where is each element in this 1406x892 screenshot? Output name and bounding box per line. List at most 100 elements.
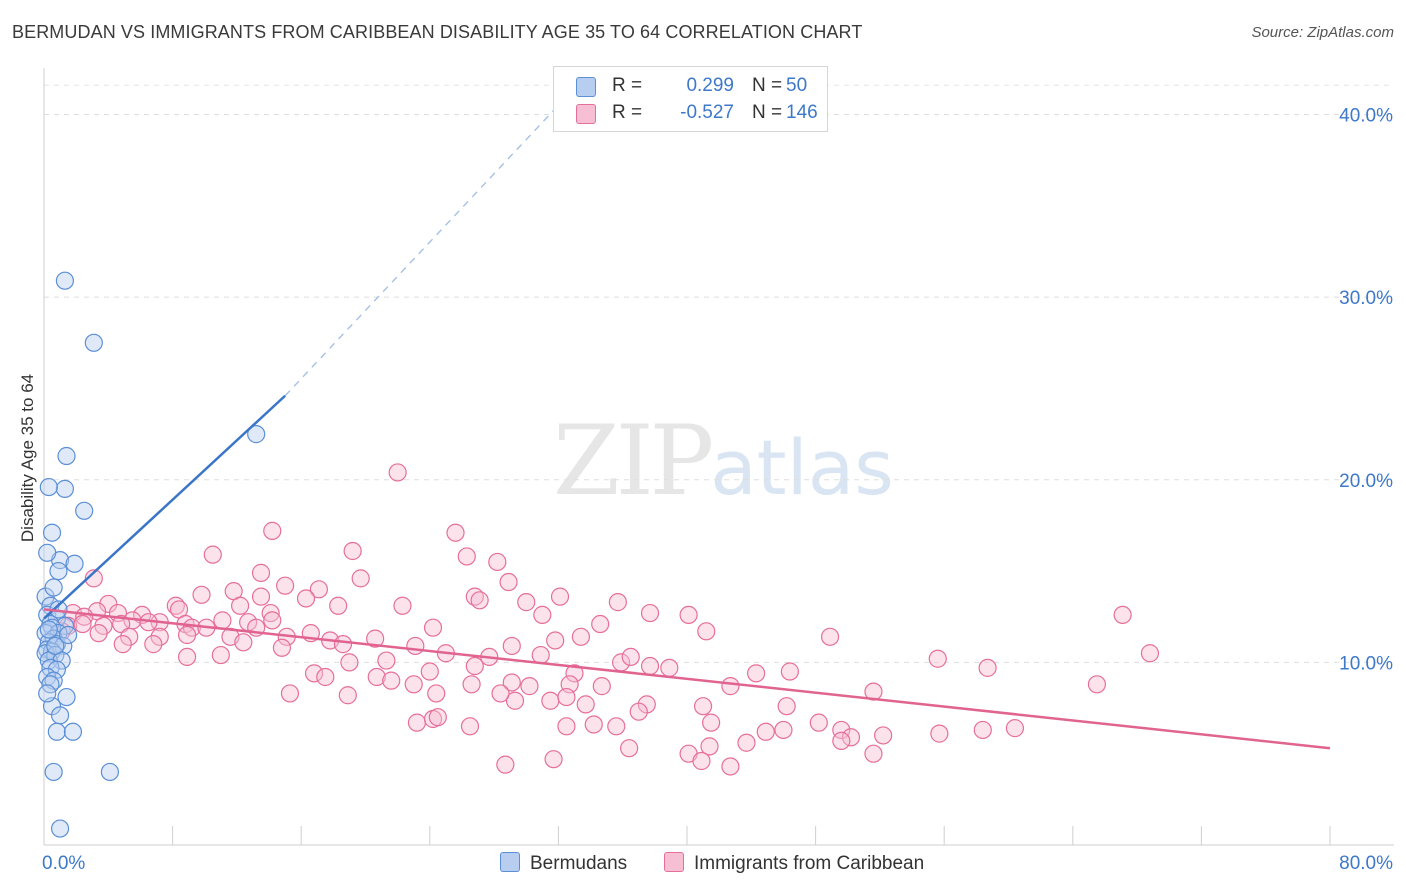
caribbean-point xyxy=(777,697,796,716)
caribbean-point xyxy=(84,569,103,588)
caribbean-point xyxy=(820,627,840,646)
caribbean-point xyxy=(517,593,536,612)
caribbean-point xyxy=(340,653,359,672)
caribbean-point xyxy=(592,677,611,696)
bermudan-point xyxy=(39,477,58,497)
caribbean-point xyxy=(251,563,271,582)
bermudan-point xyxy=(55,479,74,498)
caribbean-point xyxy=(366,629,385,648)
caribbean-point xyxy=(272,638,292,657)
bermudan-point xyxy=(38,684,57,703)
caribbean-point xyxy=(591,614,610,634)
caribbean-point xyxy=(692,751,711,771)
source-label: Source: ZipAtlas.com xyxy=(1251,24,1394,41)
caribbean-point xyxy=(1087,675,1107,694)
bermudan-point xyxy=(38,543,57,562)
caribbean-point xyxy=(211,645,230,665)
watermark-zip: ZIP xyxy=(553,405,714,517)
caribbean-point xyxy=(928,649,947,668)
caribbean-point xyxy=(721,677,740,696)
caribbean-point xyxy=(203,545,222,564)
caribbean-point xyxy=(343,541,362,561)
bermudan-point xyxy=(75,501,94,520)
caribbean-point xyxy=(607,717,626,736)
caribbean-point xyxy=(702,713,721,732)
caribbean-point xyxy=(544,750,563,769)
caribbean-point xyxy=(747,664,766,683)
caribbean-point xyxy=(457,547,476,566)
caribbean-point xyxy=(263,611,282,630)
legend-n-value: 50 xyxy=(786,75,808,96)
caribbean-point xyxy=(576,695,595,714)
caribbean-point xyxy=(1140,644,1160,663)
x-tick-label: 0.0% xyxy=(42,853,85,874)
caribbean-point xyxy=(420,662,439,681)
caribbean-point xyxy=(213,611,232,630)
caribbean-trend-line xyxy=(43,608,1331,750)
bermudan-trend-line xyxy=(43,394,286,620)
caribbean-point xyxy=(423,618,443,637)
caribbean-point xyxy=(700,737,719,756)
caribbean-point xyxy=(446,523,465,542)
caribbean-point xyxy=(505,691,525,710)
bottom-legend-swatch-bermudans xyxy=(500,852,520,872)
caribbean-point xyxy=(112,614,131,634)
caribbean-point xyxy=(841,728,861,747)
caribbean-point xyxy=(329,596,348,615)
caribbean-point xyxy=(73,614,92,634)
y-tick-label: 10.0% xyxy=(1339,653,1393,674)
legend-swatch-bermudans xyxy=(576,77,596,97)
caribbean-point xyxy=(1005,719,1025,738)
caribbean-point xyxy=(496,755,515,774)
caribbean-point xyxy=(640,656,660,676)
legend-n-value: 146 xyxy=(786,102,818,123)
watermark: ZIPatlas xyxy=(553,405,894,517)
caribbean-point xyxy=(780,662,799,681)
caribbean-point xyxy=(621,647,640,667)
legend-r-value: -0.527 xyxy=(680,102,734,123)
watermark-atlas: atlas xyxy=(710,423,894,512)
y-tick-label: 20.0% xyxy=(1339,471,1393,492)
caribbean-point xyxy=(333,635,353,654)
bermudan-point xyxy=(44,578,63,597)
caribbean-point xyxy=(499,572,518,592)
caribbean-point xyxy=(608,593,627,612)
caribbean-point xyxy=(541,691,560,710)
caribbean-point xyxy=(584,715,603,734)
caribbean-point xyxy=(276,576,295,595)
caribbean-point xyxy=(427,684,446,703)
caribbean-point xyxy=(774,720,793,740)
caribbean-point xyxy=(557,717,576,736)
caribbean-point xyxy=(809,713,828,732)
legend-n-label: N = xyxy=(752,102,783,123)
caribbean-point xyxy=(261,603,280,623)
caribbean-point xyxy=(488,552,507,572)
caribbean-point xyxy=(280,684,300,703)
caribbean-point xyxy=(874,726,893,745)
caribbean-point xyxy=(465,656,484,676)
caribbean-point xyxy=(404,675,423,694)
legend-n-label: N = xyxy=(752,75,783,96)
bermudan-point xyxy=(49,561,68,581)
caribbean-point xyxy=(930,724,949,743)
legend-r-value: 0.299 xyxy=(686,75,734,96)
y-tick-label: 30.0% xyxy=(1339,288,1393,309)
caribbean-point xyxy=(502,636,521,656)
caribbean-point xyxy=(393,596,412,615)
bermudan-point xyxy=(47,722,66,741)
caribbean-point xyxy=(150,627,169,646)
caribbean-point xyxy=(192,585,211,604)
chart-title: BERMUDAN VS IMMIGRANTS FROM CARIBBEAN DI… xyxy=(12,22,863,42)
bermudan-point xyxy=(59,625,78,645)
bermudan-point xyxy=(50,819,70,838)
caribbean-point xyxy=(407,713,427,732)
caribbean-point xyxy=(546,631,565,650)
caribbean-point xyxy=(460,717,480,736)
caribbean-point xyxy=(470,591,489,610)
bottom-legend-swatch-caribbean xyxy=(664,852,684,872)
caribbean-point xyxy=(263,521,282,540)
caribbean-point xyxy=(234,633,253,652)
caribbean-point xyxy=(388,463,407,482)
caribbean-point xyxy=(144,635,163,654)
caribbean-point xyxy=(697,622,716,641)
